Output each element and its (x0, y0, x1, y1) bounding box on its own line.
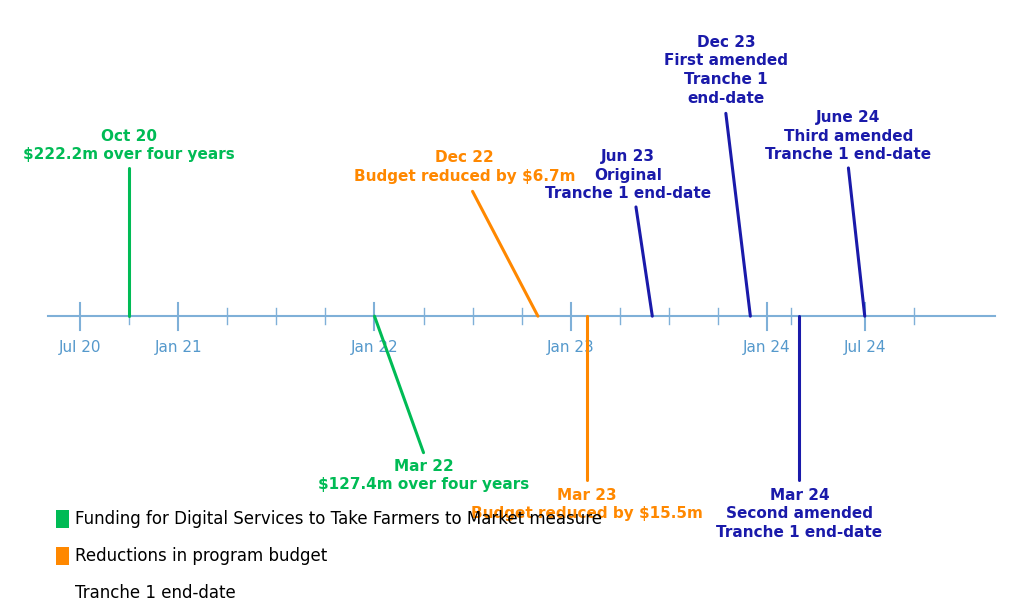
Text: Dec 23
First amended
Tranche 1
end-date: Dec 23 First amended Tranche 1 end-date (663, 35, 787, 105)
Text: Jan 22: Jan 22 (351, 340, 398, 355)
Text: Funding for Digital Services to Take Farmers to Market measure: Funding for Digital Services to Take Far… (75, 510, 602, 528)
Text: Jul 24: Jul 24 (843, 340, 886, 355)
Text: Jan 24: Jan 24 (743, 340, 790, 355)
Text: Jun 23
Original
Tranche 1 end-date: Jun 23 Original Tranche 1 end-date (545, 149, 711, 201)
Bar (56, 585, 69, 602)
Bar (56, 547, 69, 565)
Text: June 24
Third amended
Tranche 1 end-date: June 24 Third amended Tranche 1 end-date (765, 110, 932, 162)
Text: Tranche 1 end-date: Tranche 1 end-date (75, 584, 236, 602)
Text: Mar 22
$127.4m over four years: Mar 22 $127.4m over four years (318, 459, 529, 492)
Text: Jan 23: Jan 23 (547, 340, 594, 355)
Text: Jul 20: Jul 20 (59, 340, 102, 355)
Text: Jan 21: Jan 21 (154, 340, 202, 355)
Bar (56, 510, 69, 528)
Text: Mar 23
Budget reduced by $15.5m: Mar 23 Budget reduced by $15.5m (471, 488, 703, 521)
Text: Reductions in program budget: Reductions in program budget (75, 547, 328, 565)
Text: Dec 22
Budget reduced by $6.7m: Dec 22 Budget reduced by $6.7m (354, 150, 575, 184)
Text: Mar 24
Second amended
Tranche 1 end-date: Mar 24 Second amended Tranche 1 end-date (716, 488, 883, 540)
Text: Oct 20
$222.2m over four years: Oct 20 $222.2m over four years (23, 128, 236, 162)
